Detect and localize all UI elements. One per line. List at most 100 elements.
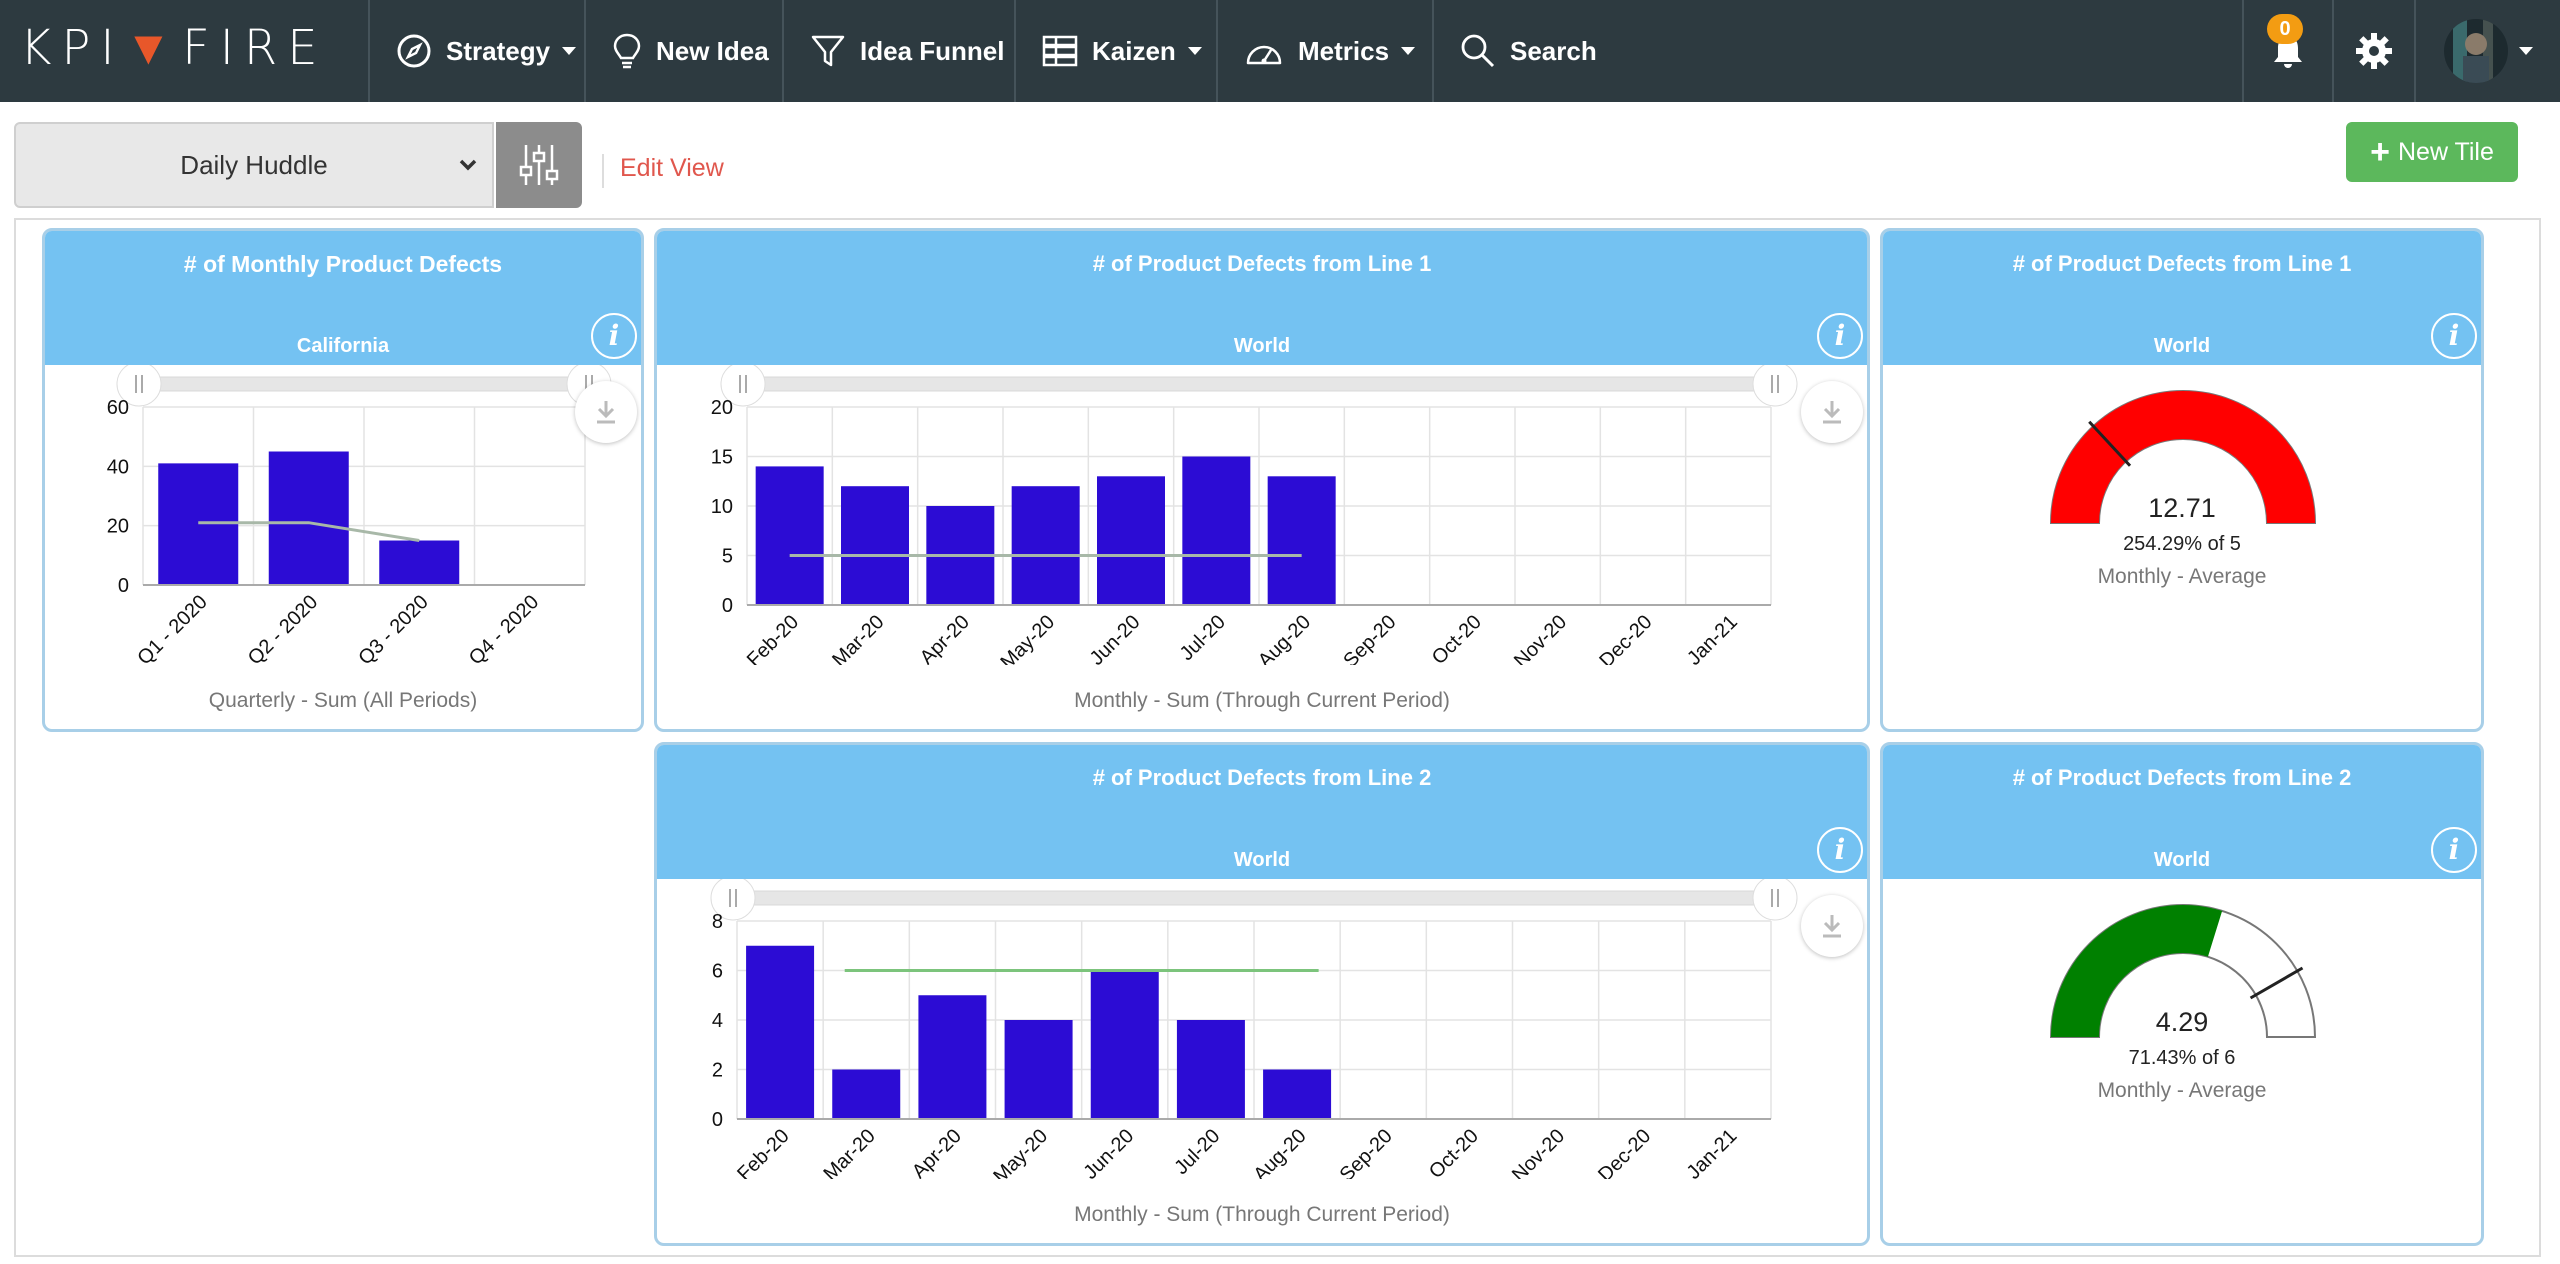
nav-kaizen[interactable]: Kaizen bbox=[1014, 0, 1216, 102]
logo-right: FIRE bbox=[182, 20, 328, 76]
bar bbox=[1090, 970, 1159, 1119]
info-icon[interactable]: i bbox=[1817, 827, 1863, 873]
tile-footer: Monthly - Sum (Through Current Period) bbox=[1074, 689, 1450, 712]
kpifire-logo[interactable]: KPI▼FIRE bbox=[20, 20, 328, 76]
sliders-icon bbox=[519, 145, 559, 185]
tile-title: # of Product Defects from Line 1 bbox=[2012, 251, 2352, 276]
bar bbox=[841, 486, 909, 605]
bar bbox=[1176, 1020, 1245, 1119]
gauge-fill bbox=[2051, 391, 2315, 523]
x-tick-label: Feb-20 bbox=[743, 611, 803, 665]
gauge-target-marker bbox=[2249, 966, 2304, 1000]
nav-new-idea[interactable]: New Idea bbox=[584, 0, 782, 102]
tile-subtitle: World bbox=[1233, 849, 1291, 871]
filter-settings-button[interactable] bbox=[496, 122, 582, 208]
plus-icon: + bbox=[2370, 132, 2390, 171]
toolbar-separator bbox=[602, 154, 604, 188]
tile-defects-line-2-gauge[interactable]: # of Product Defects from Line 2 World i… bbox=[1880, 742, 2484, 1246]
bar bbox=[918, 995, 987, 1119]
nav-strategy[interactable]: Strategy bbox=[368, 0, 614, 102]
info-icon[interactable]: i bbox=[591, 313, 637, 359]
gauge-chart bbox=[2049, 904, 2317, 1038]
compass-icon bbox=[397, 34, 431, 68]
nav-kaizen-label: Kaizen bbox=[1092, 35, 1176, 66]
x-tick-label: Oct-20 bbox=[1428, 611, 1486, 665]
download-icon bbox=[1823, 915, 1841, 938]
nav-search[interactable]: Search bbox=[1432, 0, 1632, 102]
info-icon[interactable]: i bbox=[2431, 827, 2477, 873]
bar bbox=[268, 451, 349, 585]
view-select[interactable]: Daily Huddle bbox=[14, 122, 494, 208]
lightbulb-icon bbox=[613, 33, 641, 69]
bar bbox=[1011, 486, 1080, 605]
user-menu[interactable] bbox=[2414, 0, 2560, 102]
download-button[interactable] bbox=[1801, 381, 1863, 443]
nav-idea-funnel[interactable]: Idea Funnel bbox=[782, 0, 1014, 102]
x-tick-label: Jul-20 bbox=[1170, 1125, 1224, 1179]
range-slider-handle-left bbox=[720, 365, 766, 407]
gauge-fill bbox=[2051, 905, 2223, 1037]
y-tick-label: 40 bbox=[107, 456, 129, 478]
gauge-value: 4.29 bbox=[2155, 1007, 2209, 1037]
tile-defects-line-1-gauge[interactable]: # of Product Defects from Line 1 World i… bbox=[1880, 228, 2484, 732]
x-tick-label: Jan-21 bbox=[1683, 1125, 1742, 1179]
tile-subtitle: World bbox=[1233, 335, 1291, 357]
search-icon bbox=[1461, 34, 1495, 68]
gauge-chart bbox=[2049, 390, 2317, 524]
x-tick-label: Sep-20 bbox=[1336, 1125, 1397, 1179]
y-tick-label: 15 bbox=[711, 447, 733, 469]
x-tick-label: May-20 bbox=[996, 611, 1059, 665]
tile-subtitle: World bbox=[2153, 849, 2211, 871]
x-tick-label: Q2 - 2020 bbox=[244, 591, 322, 665]
logo-left: KPI bbox=[20, 20, 125, 76]
new-tile-button[interactable]: + New Tile bbox=[2346, 122, 2518, 182]
tile-footer: Monthly - Average bbox=[2097, 1079, 2267, 1102]
download-icon bbox=[1823, 401, 1841, 424]
range-slider-handle-right bbox=[1752, 365, 1798, 407]
x-tick-label: Oct-20 bbox=[1425, 1125, 1483, 1179]
y-tick-label: 8 bbox=[712, 911, 723, 933]
range-slider-handle-right bbox=[1752, 879, 1798, 921]
x-tick-label: Dec-20 bbox=[1595, 611, 1656, 665]
info-icon[interactable]: i bbox=[1817, 313, 1863, 359]
y-tick-label: 0 bbox=[712, 1109, 723, 1131]
y-tick-label: 60 bbox=[107, 397, 129, 419]
tile-defects-line-2-chart[interactable]: # of Product Defects from Line 2 World i… bbox=[654, 742, 1870, 1246]
y-tick-label: 4 bbox=[712, 1010, 723, 1032]
x-tick-label: Q4 - 2020 bbox=[465, 591, 543, 665]
x-tick-label: Mar-20 bbox=[828, 611, 888, 665]
tile-subtitle: California bbox=[296, 335, 390, 357]
tile-defects-line-1-chart[interactable]: # of Product Defects from Line 1 World i… bbox=[654, 228, 1870, 732]
view-select-value: Daily Huddle bbox=[180, 149, 328, 180]
x-tick-label: Aug-20 bbox=[1254, 611, 1315, 665]
x-tick-label: Sep-20 bbox=[1339, 611, 1400, 665]
bar bbox=[1097, 476, 1165, 605]
nav-metrics-label: Metrics bbox=[1298, 35, 1390, 66]
download-button[interactable] bbox=[1801, 895, 1863, 957]
x-tick-label: Jun-20 bbox=[1086, 611, 1145, 665]
edit-view-link[interactable]: Edit View bbox=[620, 154, 724, 182]
chevron-down-icon bbox=[1187, 47, 1202, 55]
bar bbox=[1263, 1069, 1332, 1119]
top-navbar: KPI▼FIRE Strategy New Idea Idea Funnel K… bbox=[0, 0, 2560, 102]
tile-footer: Monthly - Average bbox=[2097, 565, 2267, 588]
settings-button[interactable] bbox=[2332, 0, 2414, 102]
tile-header bbox=[45, 231, 641, 365]
info-icon[interactable]: i bbox=[2431, 313, 2477, 359]
tile-monthly-product-defects[interactable]: # of Monthly Product Defects California … bbox=[42, 228, 644, 732]
x-tick-label: Apr-20 bbox=[908, 1125, 966, 1179]
bar-chart: 0 20 40 60 Q1 - 2020 Q2 - 2020 Q3 - 2020 Q4 - 2… bbox=[107, 365, 612, 665]
x-tick-label: Q1 - 2020 bbox=[133, 591, 211, 665]
bar bbox=[1004, 1020, 1073, 1119]
gauge-percent: 254.29% of 5 bbox=[2123, 533, 2241, 555]
download-button[interactable] bbox=[575, 381, 637, 443]
nav-metrics[interactable]: Metrics bbox=[1216, 0, 1432, 102]
tile-title: # of Product Defects from Line 2 bbox=[1092, 765, 1432, 790]
bar bbox=[832, 1069, 901, 1119]
tile-footer: Monthly - Sum (Through Current Period) bbox=[1074, 1203, 1450, 1226]
chevron-down-icon bbox=[562, 47, 577, 55]
range-slider-track bbox=[742, 376, 1776, 392]
y-tick-label: 0 bbox=[118, 575, 129, 597]
x-tick-label: Feb-20 bbox=[733, 1125, 793, 1179]
range-slider-handle-left bbox=[116, 365, 162, 407]
